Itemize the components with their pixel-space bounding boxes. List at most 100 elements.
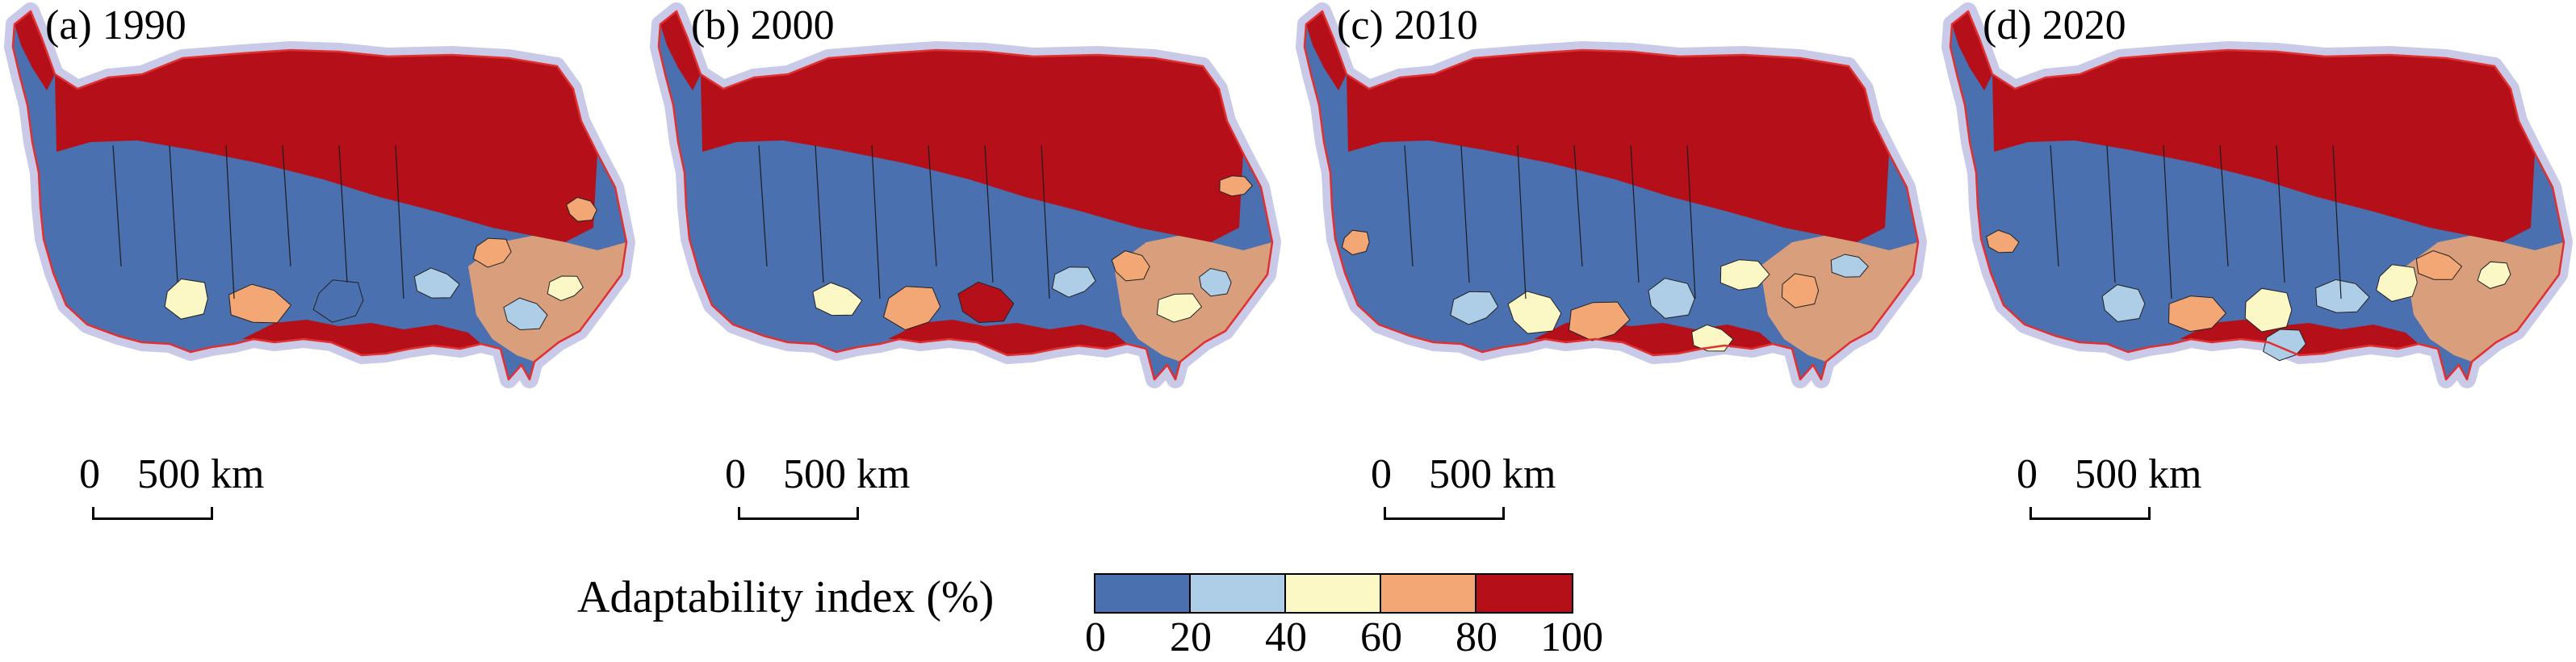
legend-tick: 0 — [1085, 614, 1106, 660]
region-patch — [1156, 293, 1203, 323]
region-patch — [1648, 278, 1695, 319]
legend-tick: 40 — [1265, 614, 1307, 660]
region-north — [701, 50, 1243, 242]
region-boundary — [1460, 145, 1470, 283]
legend-swatch — [1191, 575, 1286, 612]
region-outline — [1949, 10, 2566, 381]
map-panel-2020: (d) 2020 0 500 km — [1937, 0, 2575, 520]
region-patch — [2477, 261, 2511, 289]
map-2020 — [1941, 2, 2573, 388]
legend-tick: 60 — [1360, 614, 1402, 660]
map-layer — [4, 2, 635, 388]
panel-title: (c) 2010 — [1337, 2, 1478, 48]
region-north — [1992, 50, 2535, 242]
scale-label-end: 500 km — [1429, 451, 1556, 497]
map-1990 — [4, 2, 635, 388]
legend: Adaptability index (%) 0 20 40 60 80 100 — [577, 573, 1635, 662]
region-boundary — [2050, 145, 2059, 267]
region-boundary — [815, 145, 824, 283]
region-boundary — [871, 145, 881, 300]
legend-tick: 100 — [1540, 614, 1603, 660]
scale-label-end: 500 km — [2075, 451, 2202, 497]
map-panel-1990: (a) 1990 0 500 km — [0, 0, 638, 520]
region-patch — [2244, 287, 2293, 333]
region-patch — [472, 237, 512, 268]
region-boundary — [2332, 145, 2342, 300]
region-boundary — [2163, 145, 2172, 300]
region-patch — [1691, 324, 1734, 352]
region-patch — [1986, 229, 2020, 253]
legend-color-bar — [1094, 573, 1573, 614]
panel-title: (a) 1990 — [45, 2, 186, 48]
region-boundary — [1686, 145, 1696, 300]
region-patch — [957, 281, 1015, 324]
legend-swatch — [1381, 575, 1476, 612]
region-patch — [547, 275, 584, 302]
legend-tick: 20 — [1170, 614, 1212, 660]
region-north — [1347, 50, 1889, 242]
region-boundary — [984, 145, 994, 283]
region-patch — [1199, 267, 1232, 297]
map-2000 — [650, 2, 1281, 388]
scale-bar: 0 500 km — [725, 451, 910, 549]
region-patch — [1781, 273, 1820, 308]
region-boundary — [1404, 145, 1414, 267]
map-2010 — [1296, 2, 1927, 388]
region-patch — [566, 196, 597, 222]
region-patch — [882, 286, 941, 331]
region-patch — [2168, 295, 2227, 333]
region-outline — [11, 10, 628, 381]
region-boundary — [1517, 145, 1527, 300]
region-patch — [413, 267, 460, 299]
legend-swatch — [1476, 575, 1572, 612]
region-patch — [1341, 229, 1370, 256]
scale-label-start: 0 — [79, 451, 100, 497]
region-boundary — [2106, 145, 2116, 283]
region-outline — [1303, 10, 1920, 381]
region-patch — [1568, 301, 1631, 341]
region-boundary — [758, 145, 768, 267]
map-layer — [650, 2, 1281, 388]
panel-title: (b) 2000 — [691, 2, 835, 48]
region-boundary — [1041, 145, 1050, 300]
region-patch — [1111, 250, 1150, 282]
region-patch — [1450, 291, 1499, 325]
region-boundary — [338, 145, 348, 283]
region-patch — [2376, 264, 2418, 302]
region-patch — [2101, 284, 2146, 323]
scale-bar-line — [738, 507, 859, 520]
legend-tick: 80 — [1456, 614, 1497, 660]
region-boundary — [1630, 145, 1640, 283]
region-west-tip — [1952, 11, 1992, 90]
region-boundary — [2276, 145, 2285, 283]
region-patch — [312, 279, 364, 323]
region-east — [1760, 236, 1918, 362]
legend-title: Adaptability index (%) — [577, 572, 995, 622]
region-patch — [1507, 291, 1562, 334]
region-boundary — [282, 145, 291, 267]
legend-swatch — [1286, 575, 1381, 612]
map-layer — [1296, 2, 1927, 388]
region-boundary — [395, 145, 404, 300]
map-panel-2000: (b) 2000 0 500 km — [646, 0, 1284, 520]
region-patch — [1219, 175, 1254, 197]
region-patch — [228, 283, 292, 324]
legend-swatch — [1095, 575, 1191, 612]
scale-bar-line — [2029, 507, 2151, 520]
map-panel-2010: (c) 2010 0 500 km — [1292, 0, 1929, 520]
scale-bar: 0 500 km — [79, 451, 264, 549]
region-west-tip — [15, 11, 55, 90]
scale-bar: 0 500 km — [2017, 451, 2201, 549]
region-patch — [2315, 279, 2370, 313]
scale-label-start: 0 — [725, 451, 746, 497]
region-boundary — [225, 145, 235, 300]
region-boundary — [1573, 145, 1583, 267]
region-west-tip — [660, 11, 701, 90]
region-boundary — [928, 145, 937, 267]
panel-title: (d) 2020 — [1983, 2, 2126, 48]
map-layer — [1941, 2, 2573, 388]
scale-bar-line — [1384, 507, 1505, 520]
region-boundary — [2219, 145, 2229, 267]
scale-label-start: 0 — [2017, 451, 2038, 497]
region-west-tip — [1306, 11, 1347, 90]
